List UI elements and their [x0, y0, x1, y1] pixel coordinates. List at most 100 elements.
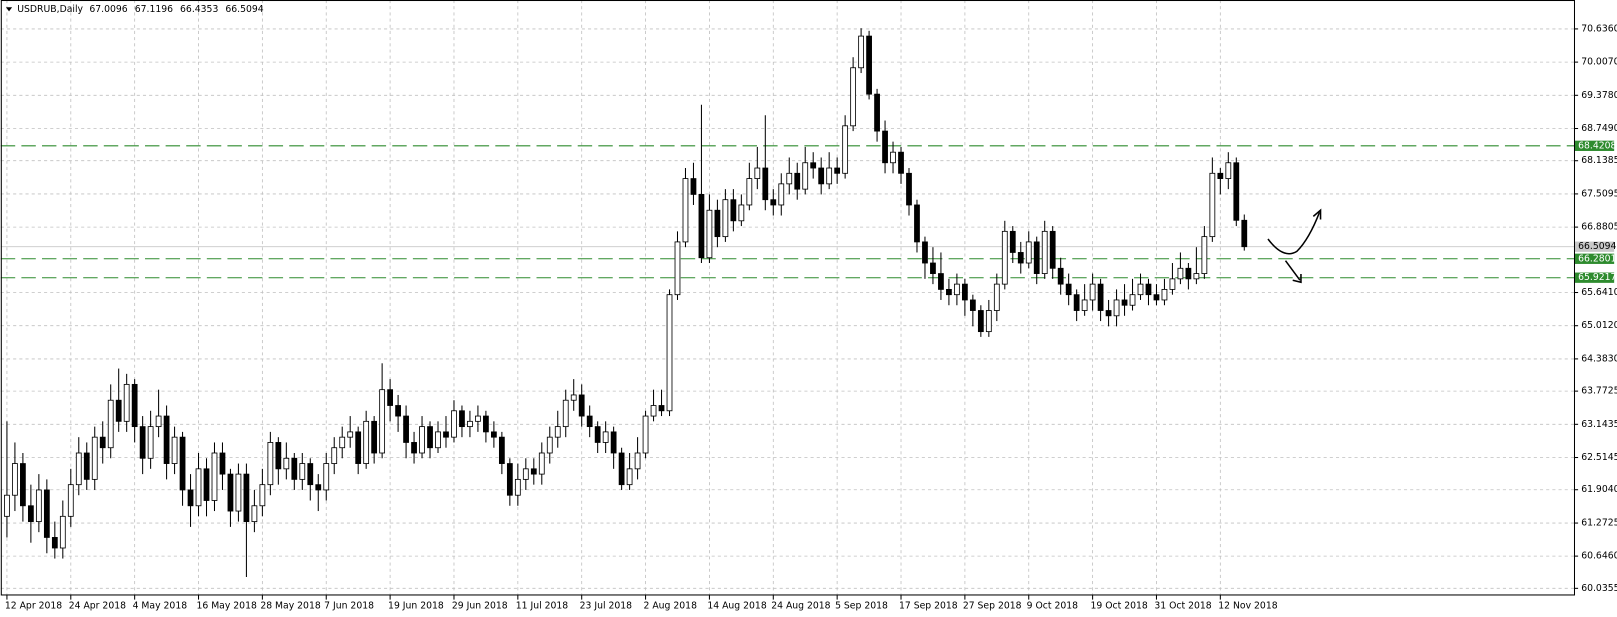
y-tick-label: 69.3780: [1581, 90, 1617, 101]
candle-body: [946, 288, 952, 296]
x-tick-label: 9 Oct 2018: [1027, 600, 1078, 611]
candle-body: [762, 167, 769, 201]
down-arrow: [1284, 260, 1301, 281]
candle-body: [483, 415, 489, 433]
candle-body: [339, 436, 346, 449]
candle-body: [411, 442, 417, 454]
candle-body: [307, 463, 314, 486]
candle-body: [147, 426, 154, 459]
up-arrow: [1267, 211, 1321, 255]
candle-body: [203, 468, 210, 501]
candle-body: [27, 505, 34, 523]
x-tick-label: 24 Apr 2018: [69, 600, 126, 611]
candle-body: [594, 426, 601, 443]
candle-body: [522, 468, 529, 480]
x-tick-label: 14 Aug 2018: [707, 600, 766, 611]
x-tick-label: 19 Oct 2018: [1091, 600, 1148, 611]
candle-body: [706, 209, 713, 259]
candle-body: [626, 468, 633, 486]
candle-body: [658, 405, 665, 412]
candle-body: [443, 431, 449, 438]
candle-body: [1049, 230, 1056, 269]
candle-body: [1137, 283, 1144, 296]
axes: 70.6360 70.0070 69.3780 68.7490 68.1385 67.50…: [5, 23, 1617, 611]
candle-body: [291, 457, 298, 480]
candle-body: [1073, 294, 1080, 311]
candle-body: [123, 383, 130, 422]
candle-body: [1089, 283, 1096, 301]
candle-body: [403, 415, 409, 443]
candle-body: [570, 394, 577, 401]
candle-body: [211, 452, 218, 501]
ohlc-value: 67.1196: [135, 4, 173, 15]
candle-body: [722, 199, 729, 238]
levels: [0, 145, 1574, 279]
x-tick-label: 11 Jul 2018: [516, 600, 569, 611]
x-tick-label: 7 Jun 2018: [324, 600, 374, 611]
x-tick-label: 5 Sep 2018: [835, 600, 888, 611]
candle-body: [1177, 267, 1184, 280]
menu-triangle: [5, 7, 13, 12]
candle-body: [1009, 230, 1016, 253]
candle-body: [738, 204, 745, 222]
ohlc-header: 67.0096 67.1196 66.4353 66.5094: [89, 4, 263, 15]
candle-body: [12, 463, 18, 496]
last-price-label: 66.5094: [1578, 241, 1616, 252]
y-tick-label: 70.0070: [1581, 57, 1617, 68]
candle-body: [1129, 294, 1136, 306]
candle-body: [682, 178, 689, 243]
x-tick-label: 12 Nov 2018: [1218, 600, 1277, 611]
ohlc-value: 67.0096: [89, 4, 127, 15]
down-arrowhead: [1292, 274, 1302, 284]
candle-body: [754, 167, 761, 179]
ohlc-value: 66.5094: [225, 4, 263, 15]
candles: [4, 28, 1248, 578]
candle-body: [187, 489, 194, 507]
candle-body: [1161, 288, 1168, 301]
candle-body: [43, 489, 50, 538]
candle-body: [251, 505, 258, 523]
candle-body: [1193, 273, 1200, 280]
candle-body: [235, 473, 242, 512]
candle-body: [363, 420, 370, 464]
candle-body: [650, 405, 657, 417]
y-tick-label: 68.7490: [1581, 123, 1617, 134]
candle-body: [51, 537, 58, 549]
candle-body: [930, 262, 936, 274]
candle-body: [954, 283, 960, 296]
candle-body: [1065, 283, 1072, 296]
y-tick-label: 65.0120: [1581, 320, 1617, 331]
candle-body: [993, 283, 1000, 311]
candle-body: [355, 431, 362, 464]
candle-body: [347, 431, 354, 438]
candle-body: [1097, 283, 1104, 311]
candle-body: [83, 452, 90, 480]
candle-body: [1145, 283, 1152, 296]
candle-body: [371, 420, 378, 454]
candle-body: [714, 209, 721, 238]
y-tick-label: 66.8805: [1581, 222, 1617, 233]
candle-body: [131, 383, 138, 428]
candle-body: [778, 183, 785, 206]
candle-body: [427, 426, 433, 449]
candle-body: [746, 178, 753, 206]
y-tick-label: 65.6410: [1581, 287, 1617, 298]
candle-body: [802, 162, 809, 190]
candle-body: [514, 478, 521, 496]
candle-body: [602, 431, 609, 443]
candle-body: [275, 442, 282, 470]
candle-body: [826, 167, 833, 185]
candle-body: [4, 494, 10, 517]
y-tick-label: 68.1385: [1581, 155, 1617, 166]
candle-body: [554, 426, 561, 438]
candle-body: [634, 452, 641, 470]
candle-body: [586, 415, 593, 428]
candle-body: [1105, 310, 1112, 317]
candle-body: [938, 273, 944, 290]
candle-body: [842, 125, 849, 174]
candle-body: [818, 167, 825, 185]
candle-body: [850, 67, 857, 127]
chart-title: USDRUB,Daily: [17, 4, 83, 15]
